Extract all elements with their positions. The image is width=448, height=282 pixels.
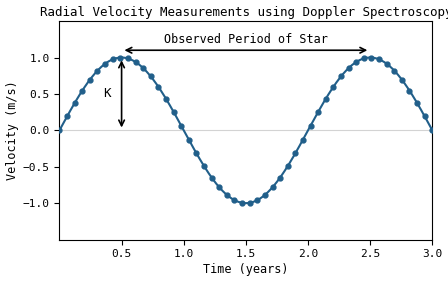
Text: K: K [103,87,110,100]
X-axis label: Time (years): Time (years) [203,263,289,276]
Title: Radial Velocity Measurements using Doppler Spectroscopy: Radial Velocity Measurements using Doppl… [39,6,448,19]
Y-axis label: Velocity (m/s): Velocity (m/s) [5,80,18,180]
Text: Observed Period of Star: Observed Period of Star [164,33,328,46]
